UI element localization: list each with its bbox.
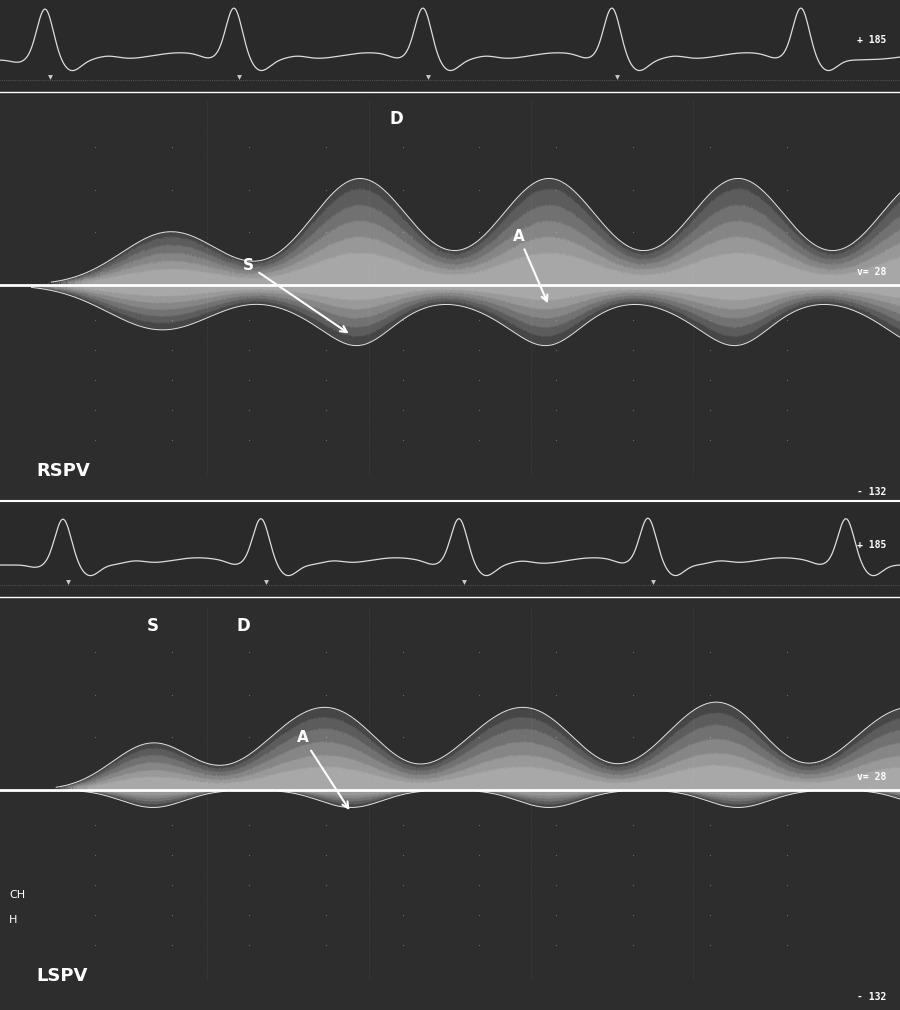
Text: v= 28: v= 28: [857, 268, 886, 278]
Text: + 185: + 185: [857, 540, 886, 550]
Text: S: S: [243, 258, 346, 332]
Text: D: D: [236, 617, 250, 635]
Text: - 132: - 132: [857, 488, 886, 498]
Text: A: A: [297, 730, 348, 808]
Text: S: S: [147, 617, 159, 635]
Text: LSPV: LSPV: [36, 967, 87, 985]
Text: v= 28: v= 28: [857, 773, 886, 783]
Bar: [0, 505, 900, 600]
Text: + 185: + 185: [857, 35, 886, 45]
Bar: [0, 0, 900, 95]
Text: - 132: - 132: [857, 993, 886, 1003]
Text: D: D: [389, 110, 403, 128]
Text: CH: CH: [9, 890, 25, 900]
Text: RSPV: RSPV: [36, 462, 90, 480]
Text: H: H: [9, 915, 17, 925]
Text: A: A: [513, 229, 547, 301]
